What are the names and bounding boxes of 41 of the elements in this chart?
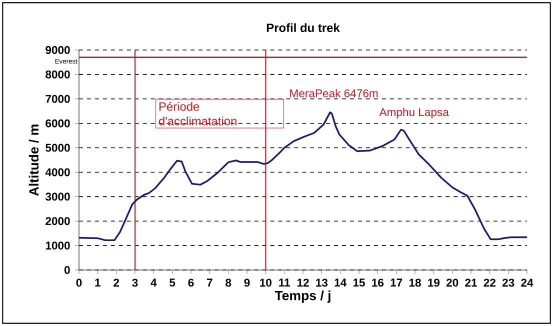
x-tick-label: 17 (390, 278, 402, 286)
x-tick-label: 18 (409, 278, 421, 287)
x-tick-label: 15 (353, 278, 365, 287)
x-tick-label: 21 (465, 278, 477, 287)
x-tick-label: 4 (150, 278, 157, 286)
chart-title: Profil du trek (266, 23, 340, 32)
x-tick-label: 20 (446, 278, 458, 287)
x-tick-label: 3 (132, 278, 138, 287)
y-axis-title: Altitude / m (28, 124, 39, 196)
y-tick-label: 6000 (46, 119, 70, 128)
y-tick-label: 3000 (45, 192, 70, 201)
x-tick-label: 5 (170, 278, 176, 287)
x-tick-label: 0 (76, 278, 82, 287)
x-tick-label: 9 (244, 278, 250, 287)
x-tick-label: 1 (95, 278, 100, 286)
x-tick-label: 23 (502, 278, 514, 287)
x-tick-label: 24 (521, 278, 534, 287)
x-tick-label: 7 (207, 278, 212, 286)
y-tick-label: 0 (64, 266, 70, 274)
x-tick-label: 11 (279, 278, 290, 286)
annotation: Période d'acclimatation (158, 102, 236, 126)
x-tick-label: 16 (372, 278, 384, 287)
x-tick-label: 10 (260, 278, 272, 287)
y-tick-label: 2000 (46, 217, 70, 226)
y-tick-label: 1000 (46, 242, 70, 250)
x-tick-label: 19 (428, 278, 440, 287)
x-axis-title: Temps / j (274, 290, 330, 303)
x-tick-label: 14 (334, 278, 347, 286)
x-tick-label: 13 (316, 278, 328, 287)
x-tick-label: 22 (484, 278, 496, 287)
y-tick-label: 8000 (46, 70, 70, 78)
x-tick-label: 2 (114, 278, 120, 287)
y-tick-label: 7000 (46, 94, 70, 103)
x-tick-label: 6 (188, 278, 194, 287)
y-tick-label: 5000 (46, 144, 70, 152)
y-tick-label: 9000 (46, 46, 70, 54)
y-tick-label: 4000 (45, 168, 70, 176)
annotation: MeraPeak 6476m (290, 89, 378, 98)
x-tick-label: 12 (297, 278, 309, 287)
annotation: Amphu Lapsa (379, 108, 449, 118)
x-tick-label: 8 (226, 278, 232, 287)
